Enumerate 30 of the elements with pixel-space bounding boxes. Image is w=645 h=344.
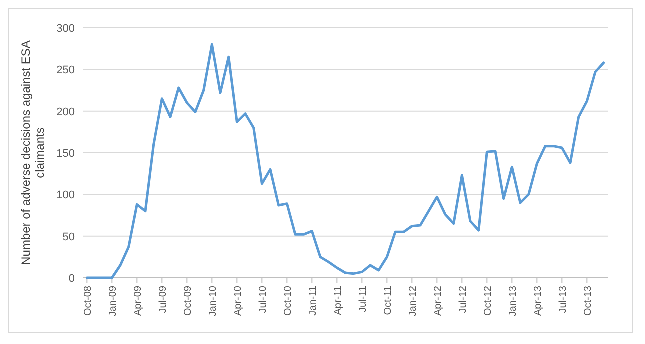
x-tick-label: Jul-12 bbox=[458, 286, 470, 314]
x-tick-label: Apr-11 bbox=[333, 286, 344, 316]
y-tick-label: 200 bbox=[56, 106, 75, 118]
line-series bbox=[86, 43, 606, 280]
x-tick-label: Apr-13 bbox=[533, 286, 544, 316]
x-tick-label: Apr-10 bbox=[233, 286, 244, 316]
x-tick-label: Jan-12 bbox=[408, 286, 420, 317]
x-tick-label: Jan-09 bbox=[108, 286, 120, 317]
y-tick-label: 150 bbox=[56, 148, 75, 160]
x-tick-label: Oct-10 bbox=[283, 286, 294, 316]
x-tick-label: Jan-13 bbox=[508, 286, 520, 317]
x-tick-label: Jul-09 bbox=[158, 286, 170, 314]
x-tick-label: Apr-12 bbox=[433, 286, 444, 316]
y-tick-label: 0 bbox=[68, 273, 75, 285]
y-tick-label: 250 bbox=[56, 64, 75, 77]
x-tick-label: Jul-10 bbox=[258, 286, 270, 314]
x-tick-label: Oct-08 bbox=[83, 286, 94, 316]
y-tick-label: 300 bbox=[56, 23, 75, 35]
y-axis-title: Number of adverse decisions against ESA claimants bbox=[19, 40, 47, 266]
x-tick-label: Oct-13 bbox=[583, 286, 594, 316]
x-tick-label: Jul-11 bbox=[358, 286, 370, 312]
x-tick-label: Oct-12 bbox=[483, 286, 494, 316]
x-tick-label: Jan-10 bbox=[208, 286, 220, 317]
y-tick-label: 50 bbox=[62, 231, 75, 244]
x-tick-label: Apr-09 bbox=[133, 286, 144, 316]
x-tick-label: Oct-09 bbox=[183, 286, 194, 316]
y-tick-label: 100 bbox=[56, 190, 75, 202]
x-tick-label: Jan-11 bbox=[308, 286, 320, 316]
x-tick-label: Oct-11 bbox=[383, 286, 394, 316]
x-tick-label: Jul-13 bbox=[558, 286, 570, 314]
